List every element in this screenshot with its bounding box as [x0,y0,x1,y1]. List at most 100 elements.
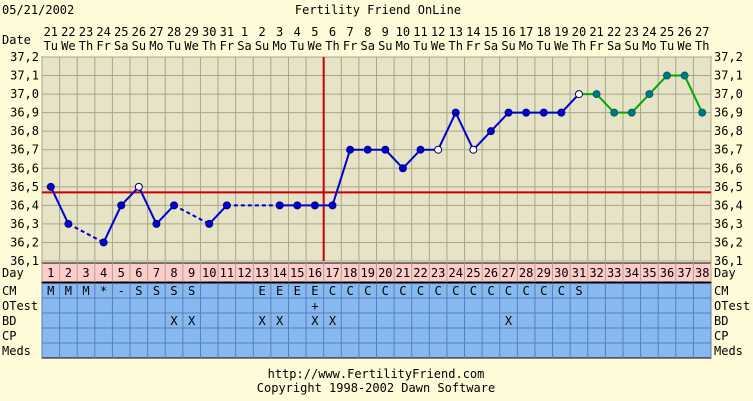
observation-mark: C [470,284,477,298]
observation-mark: + [311,299,318,313]
day-number-label: 34 [625,266,639,280]
observation-mark: * [100,284,107,298]
temperature-point [363,145,372,154]
date-tick-label: 23 [79,25,93,39]
temperature-line-segment [155,204,175,225]
observation-mark: X [311,314,319,328]
temperature-line-segment [595,93,615,114]
day-number-label: 21 [396,266,410,280]
observation-mark: X [505,314,513,328]
weekday-tick-label: Tu [44,39,58,53]
observation-mark: E [294,284,301,298]
observation-mark: C [417,284,424,298]
weekday-tick-label: Sa [237,39,251,53]
observation-mark: E [311,284,318,298]
temperature-point [99,238,108,247]
date-tick-label: 4 [294,25,301,39]
observation-mark: C [399,284,406,298]
day-number-label: 24 [448,266,462,280]
temperature-point [451,108,460,117]
weekday-tick-label: Th [202,39,216,53]
date-tick-label: 23 [625,25,639,39]
day-row-label-right: Day [714,266,736,280]
date-tick-label: 1 [241,25,248,39]
temperature-point [328,201,337,210]
day-number-label: 18 [343,266,357,280]
observation-mark: M [47,284,54,298]
temperature-line-segment [648,74,668,95]
day-number-label: 22 [413,266,427,280]
weekday-tick-label: Mo [272,39,286,53]
temperature-line-segment [490,111,510,132]
weekday-tick-label: Tu [167,39,181,53]
temperature-point [469,145,478,154]
y-tick-label-right: 36,6 [714,161,743,175]
temperature-point [205,219,214,228]
temperature-line-segment [208,204,228,225]
weekday-tick-label: Fr [589,39,603,53]
temperature-point [293,201,302,210]
day-number-label: 19 [360,266,374,280]
date-tick-label: 5 [311,25,318,39]
day-number-label: 13 [255,266,269,280]
observation-mark: X [276,314,284,328]
y-tick-label-left: 37,0 [10,87,39,101]
temperature-point [275,201,284,210]
y-tick-label-right: 36,9 [714,106,743,120]
day-number-label: 8 [170,266,177,280]
weekday-tick-label: Sa [484,39,498,53]
observation-row-label-right: OTest [714,299,750,313]
footer-url: http://www.FertilityFriend.com [268,367,485,381]
observation-mark: C [435,284,442,298]
temperature-point [680,71,689,80]
temperature-point [170,201,179,210]
day-number-label: 27 [501,266,515,280]
temperature-point [46,182,55,191]
observation-mark: S [575,284,582,298]
weekday-tick-label: Sa [360,39,374,53]
weekday-tick-label: We [61,39,75,53]
chart-date: 05/21/2002 [2,3,74,17]
y-tick-label-right: 37,2 [714,50,743,64]
weekday-tick-label: Sa [114,39,128,53]
temperature-line-segment [472,130,492,151]
y-tick-label-left: 36,3 [10,217,39,231]
day-number-label: 31 [572,266,586,280]
y-tick-label-right: 36,1 [714,254,743,268]
y-tick-label-right: 36,3 [714,217,743,231]
weekday-tick-label: Fr [220,39,234,53]
weekday-tick-label: We [184,39,198,53]
y-tick-label-right: 36,5 [714,180,743,194]
date-tick-label: 17 [519,25,533,39]
temperature-point [222,201,231,210]
weekday-tick-label: We [554,39,568,53]
date-tick-label: 3 [276,25,283,39]
day-number-label: 16 [308,266,322,280]
observation-mark: S [170,284,177,298]
weekday-tick-label: We [308,39,322,53]
day-number-label: 23 [431,266,445,280]
y-tick-label-left: 36,8 [10,124,39,138]
y-tick-label-right: 36,4 [714,198,743,212]
observation-mark: X [258,314,266,328]
y-tick-label-left: 37,1 [10,69,39,83]
date-tick-label: 31 [220,25,234,39]
date-tick-label: 11 [413,25,427,39]
date-tick-label: 30 [202,25,216,39]
day-number-label: 4 [100,266,107,280]
observation-mark: M [65,284,72,298]
weekday-tick-label: Sa [607,39,621,53]
weekday-tick-label: Th [695,39,709,53]
weekday-tick-label: Fr [466,39,480,53]
day-row-label-left: Day [2,266,24,280]
weekday-tick-label: Tu [660,39,674,53]
observation-mark: E [258,284,265,298]
temperature-point [64,219,73,228]
temperature-point [310,201,319,210]
date-row-label: Date [2,33,31,47]
observation-row-label-right: BD [714,314,728,328]
day-number-label: 2 [65,266,72,280]
observation-mark: C [452,284,459,298]
temperature-line-segment [631,93,651,114]
observation-mark: X [188,314,196,328]
